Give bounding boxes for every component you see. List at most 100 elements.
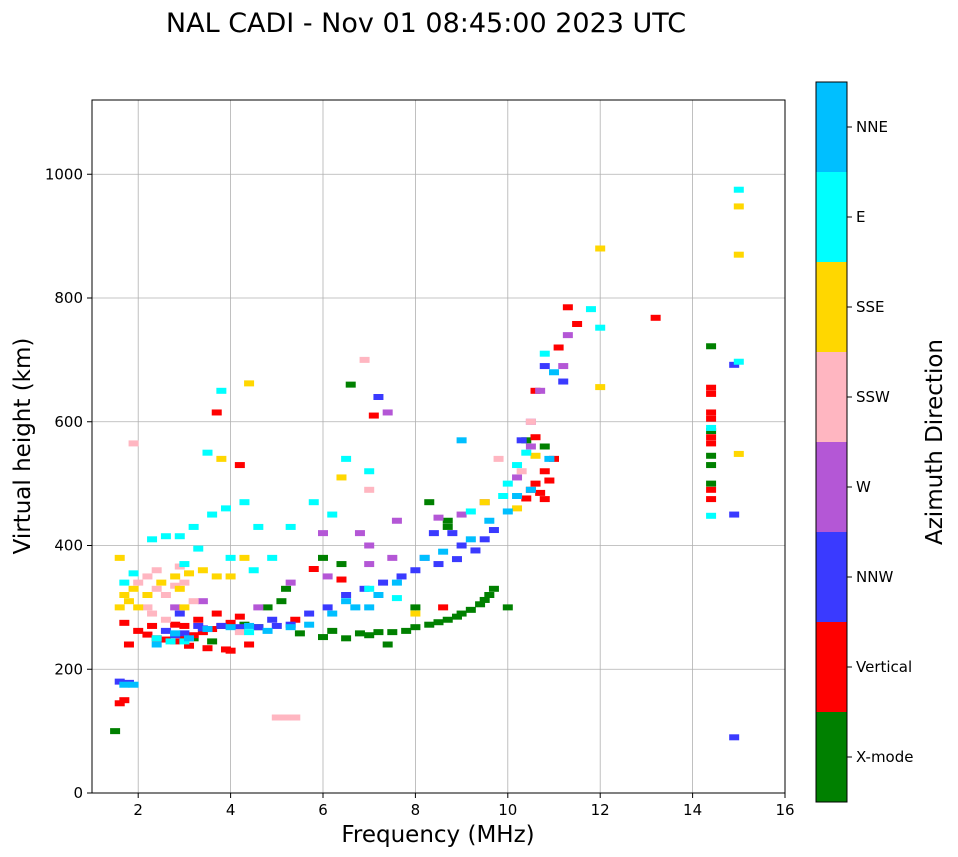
echo-point — [119, 619, 130, 626]
x-axis-label: Frequency (MHz) — [341, 822, 534, 848]
echo-point — [456, 511, 467, 518]
echo-point — [447, 530, 458, 537]
echo-point — [211, 610, 222, 617]
echo-point — [202, 645, 213, 652]
echo-point — [142, 573, 153, 580]
echo-point — [184, 642, 195, 649]
echo-point — [502, 604, 513, 611]
echo-point — [539, 496, 550, 503]
echo-point — [114, 700, 125, 707]
echo-point — [391, 595, 402, 602]
echo-point — [438, 548, 449, 555]
echo-point — [387, 554, 398, 561]
x-tick-label: 2 — [133, 801, 143, 819]
echo-point — [262, 604, 273, 611]
echo-point — [290, 616, 301, 623]
echo-point — [133, 627, 144, 634]
echo-point — [281, 714, 292, 721]
azimuth-colorbar: X-mode Vertical NNW W SSW SSE E NNE — [816, 82, 913, 802]
echo-point — [488, 585, 499, 592]
echo-point — [364, 542, 375, 549]
echo-point — [706, 343, 717, 350]
echo-point — [147, 622, 158, 629]
echo-point — [220, 505, 231, 512]
echo-point — [733, 186, 744, 193]
y-tick-label: 400 — [54, 537, 83, 555]
echo-point — [544, 477, 555, 484]
echo-point — [498, 493, 509, 499]
echo-point — [484, 517, 495, 524]
y-axis-label: Virtual height (km) — [10, 338, 36, 555]
x-tick-label: 14 — [683, 801, 702, 819]
echo-point — [465, 536, 476, 543]
echo-point — [327, 511, 338, 518]
echo-point — [114, 554, 125, 561]
echo-point — [410, 604, 421, 611]
echo-point — [488, 527, 499, 534]
echo-point — [364, 561, 375, 568]
echo-point — [553, 344, 564, 351]
echo-point — [128, 570, 139, 577]
echo-point — [179, 638, 190, 645]
echo-point — [110, 728, 121, 735]
echo-point — [516, 437, 527, 444]
colorbar-tick-label: NNW — [856, 568, 893, 586]
x-tick-label: 8 — [411, 801, 421, 819]
echo-point — [147, 610, 158, 617]
echo-point — [267, 616, 278, 623]
echo-point — [207, 511, 218, 518]
echo-point — [174, 610, 185, 617]
echo-point — [456, 610, 467, 617]
echo-point — [424, 499, 435, 506]
echo-point — [595, 245, 606, 252]
echo-point — [193, 545, 204, 552]
echo-point — [184, 570, 195, 577]
echo-point — [364, 486, 375, 493]
echo-point — [170, 604, 181, 611]
echo-point — [733, 203, 744, 210]
echo-point — [244, 629, 255, 636]
colorbar-tick-label: E — [856, 208, 865, 226]
echo-point — [253, 604, 264, 611]
echo-point — [479, 499, 490, 506]
colorbar-segment — [816, 712, 847, 802]
echo-point — [318, 530, 328, 537]
echo-point — [165, 638, 176, 645]
echo-point — [572, 320, 583, 327]
echo-point — [160, 627, 171, 634]
echo-point — [239, 554, 250, 561]
echo-point — [585, 306, 596, 313]
echo-point — [285, 624, 296, 631]
colorbar-tick-label: SSW — [856, 388, 890, 406]
echo-point — [410, 624, 421, 631]
echo-point — [207, 638, 218, 645]
echo-point — [525, 443, 536, 450]
echo-point — [248, 567, 259, 574]
colorbar-frame — [815, 81, 848, 803]
colorbar-tick-label: NNE — [856, 118, 888, 136]
echo-point — [364, 632, 375, 639]
echo-point — [202, 626, 213, 633]
echo-point — [308, 499, 319, 506]
echo-point — [502, 508, 513, 515]
echo-point — [549, 369, 559, 376]
echo-point — [410, 610, 421, 617]
echo-point — [401, 627, 412, 634]
echo-point — [539, 350, 550, 357]
echo-point — [535, 489, 546, 496]
echo-point — [341, 455, 352, 462]
x-tick-label: 6 — [318, 801, 328, 819]
echo-point — [304, 621, 315, 628]
echo-point — [525, 486, 536, 493]
echo-point — [382, 409, 393, 416]
echo-point — [119, 592, 130, 598]
colorbar-segment — [816, 262, 847, 352]
echo-point — [170, 630, 181, 637]
echo-point — [160, 616, 171, 623]
echo-point — [512, 474, 523, 481]
echo-point — [234, 624, 245, 631]
echo-point — [133, 604, 144, 611]
echo-point — [234, 462, 245, 469]
echo-point — [281, 585, 292, 592]
